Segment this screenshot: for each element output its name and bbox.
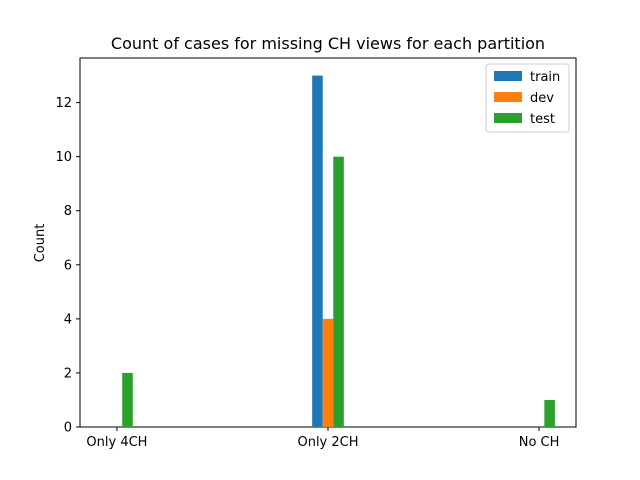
- bar-test-2: [544, 399, 555, 427]
- y-tick-label: 4: [64, 312, 72, 327]
- legend-swatch-train: [494, 71, 522, 81]
- bar-test-0: [122, 372, 133, 427]
- chart-title: Count of cases for missing CH views for …: [111, 34, 545, 53]
- legend-label-train: train: [530, 70, 560, 85]
- y-tick-label: 12: [55, 96, 72, 111]
- legend-swatch-dev: [494, 92, 522, 102]
- x-axis: Only 4CH Only 2CH No CH: [86, 427, 559, 450]
- y-tick-label: 6: [64, 258, 72, 273]
- legend-label-test: test: [530, 112, 555, 127]
- y-tick-label: 2: [64, 366, 72, 381]
- y-tick-label: 8: [64, 204, 72, 219]
- legend: train dev test: [485, 63, 570, 133]
- y-axis: 0 2 4 6 8 10 12: [55, 96, 80, 436]
- y-axis-label: Count: [33, 224, 48, 263]
- y-tick-label: 0: [64, 421, 72, 436]
- legend-swatch-test: [494, 113, 522, 123]
- y-tick-label: 10: [55, 150, 72, 165]
- x-tick-label: Only 2CH: [297, 435, 358, 450]
- bar-train-1: [312, 75, 323, 428]
- x-tick-label: No CH: [519, 435, 560, 450]
- x-tick-label: Only 4CH: [86, 435, 147, 450]
- legend-label-dev: dev: [530, 91, 554, 106]
- bars-group: [122, 75, 555, 428]
- bar-test-1: [333, 156, 344, 427]
- bar-dev-1: [322, 318, 334, 427]
